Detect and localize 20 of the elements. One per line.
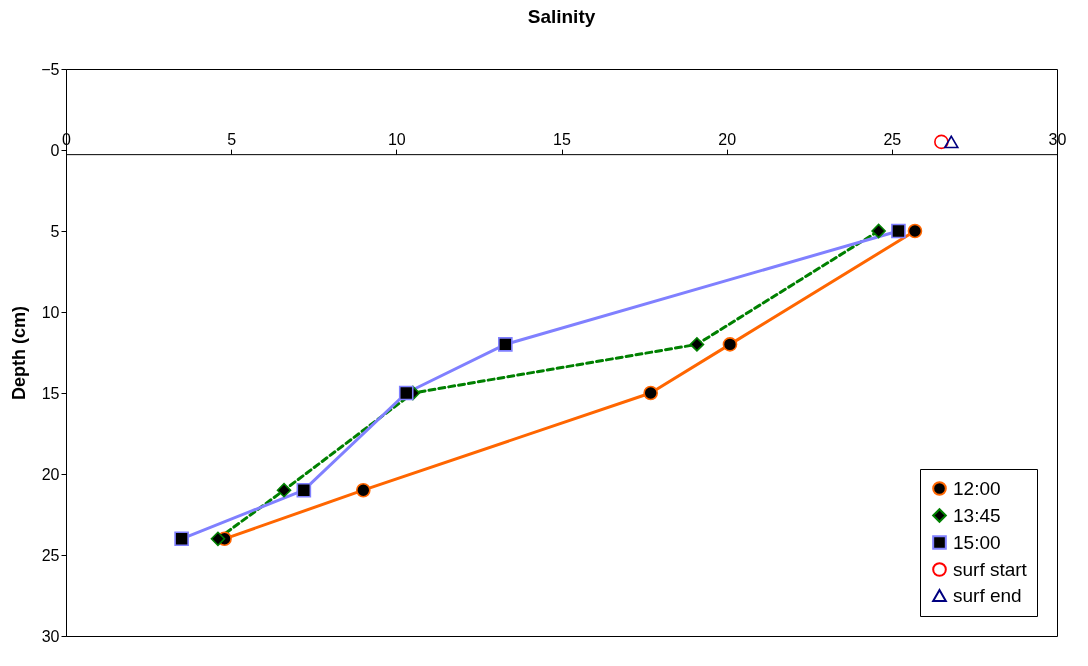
x-tick-label: 15	[553, 130, 571, 148]
x-tick-label: 25	[883, 130, 902, 148]
legend-label: 12:00	[953, 477, 1001, 499]
y-tick-label: 10	[41, 303, 60, 321]
x-tick-label: 5	[227, 130, 237, 148]
y-axis-title: Depth (cm)	[9, 306, 30, 400]
y-tick-label: 20	[41, 465, 60, 483]
y-tick-label: −5	[41, 60, 60, 78]
legend-label: surf end	[953, 584, 1022, 606]
y-tick-label: 5	[50, 222, 60, 240]
y-tick-label: 30	[41, 627, 60, 645]
y-tick-label: 15	[41, 384, 60, 402]
legend-label: 15:00	[953, 531, 1001, 553]
legend-label: surf start	[953, 558, 1028, 580]
y-tick-label: 25	[41, 546, 60, 564]
legend-label: 13:45	[953, 504, 1001, 526]
x-tick-label: 10	[387, 130, 406, 148]
x-tick-label: 20	[718, 130, 737, 148]
chart-title: Salinity	[527, 6, 596, 27]
y-tick-label: 0	[50, 141, 60, 159]
